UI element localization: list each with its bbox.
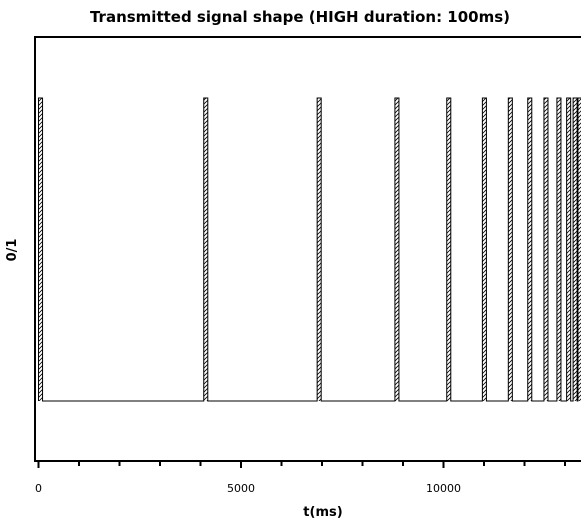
x-tick-label: 10000 bbox=[426, 482, 461, 495]
pulse-10 bbox=[556, 98, 561, 401]
pulse-5 bbox=[446, 98, 451, 401]
pulse-2 bbox=[203, 98, 208, 401]
pulse-7 bbox=[508, 98, 513, 401]
pulse-6 bbox=[482, 98, 487, 401]
signal-trace bbox=[38, 97, 581, 402]
x-axis-label: t(ms) bbox=[303, 505, 342, 520]
pulse-8 bbox=[527, 98, 532, 401]
x-tick-label: 0 bbox=[35, 482, 42, 495]
signal-pulses bbox=[38, 98, 581, 401]
pulse-4 bbox=[394, 98, 399, 401]
pulse-3 bbox=[317, 98, 322, 401]
x-axis-ticks: 0 5000 10000 bbox=[35, 461, 566, 495]
pulse-1 bbox=[38, 98, 43, 401]
pulse-12 bbox=[573, 98, 578, 401]
chart-title: Transmitted signal shape (HIGH duration:… bbox=[90, 8, 510, 26]
pulse-11 bbox=[566, 98, 571, 401]
signal-line bbox=[38, 97, 581, 402]
y-axis-label: 0/1 bbox=[5, 239, 20, 262]
pulse-9 bbox=[543, 98, 548, 401]
pulse-13 bbox=[577, 98, 581, 401]
x-tick-label: 5000 bbox=[227, 482, 255, 495]
